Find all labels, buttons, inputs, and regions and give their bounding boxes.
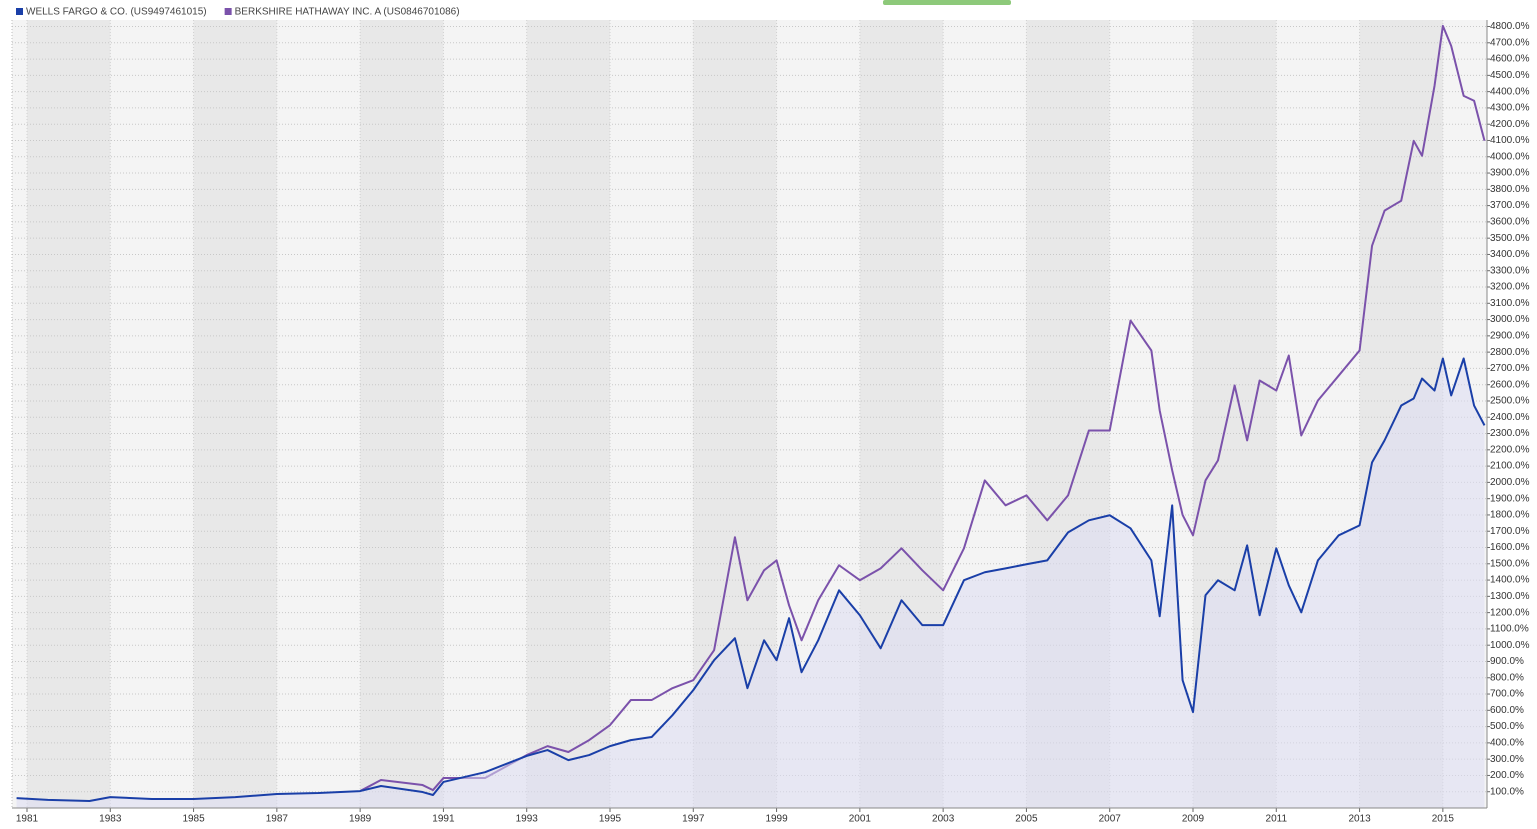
- y-tick-label: 4100.0%: [1490, 135, 1530, 146]
- y-tick-label: 3100.0%: [1490, 298, 1530, 309]
- legend: WELLS FARGO & CO. (US9497461015) BERKSHIR…: [16, 7, 460, 18]
- x-tick-label: 1991: [432, 814, 455, 825]
- band: [526, 20, 610, 808]
- y-tick-label: 3800.0%: [1490, 184, 1530, 195]
- y-tick-label: 500.0%: [1490, 721, 1524, 732]
- band: [26, 20, 111, 808]
- x-tick-label: 1981: [16, 814, 39, 825]
- y-tick-label: 4800.0%: [1490, 21, 1530, 32]
- y-tick-label: 1800.0%: [1490, 510, 1530, 521]
- x-tick-label: 1987: [266, 814, 289, 825]
- y-tick-label: 200.0%: [1490, 770, 1524, 781]
- y-tick-label: 1300.0%: [1490, 591, 1530, 602]
- y-tick-label: 4700.0%: [1490, 37, 1530, 48]
- x-tick-label: 1985: [182, 814, 205, 825]
- y-tick-label: 4000.0%: [1490, 151, 1530, 162]
- legend-swatch: [224, 8, 232, 15]
- y-tick-label: 2100.0%: [1490, 461, 1530, 472]
- marks: [16, 24, 1486, 808]
- legend-label: BERKSHIRE HATHAWAY INC. A (US0846701086): [235, 7, 460, 18]
- y-tick-label: 3000.0%: [1490, 314, 1530, 325]
- series-line: [16, 357, 1486, 802]
- y-tick-label: 4300.0%: [1490, 103, 1530, 114]
- axes: 100.0% 200.0% 300.0% 400.0% 500.0% 600.0% 700.…: [11, 20, 1530, 825]
- y-tick-label: 3900.0%: [1490, 168, 1530, 179]
- x-tick-label: 1997: [682, 814, 705, 825]
- x-tick-label: 2005: [1015, 814, 1038, 825]
- x-tick-label: 1995: [599, 814, 622, 825]
- x-tick-label: 2013: [1348, 814, 1371, 825]
- x-tick-label: 2009: [1182, 814, 1205, 825]
- y-tick-label: 3600.0%: [1490, 217, 1530, 228]
- legend-swatch: [16, 8, 23, 15]
- y-tick-label: 1700.0%: [1490, 526, 1530, 537]
- series-area: [16, 358, 1485, 808]
- band: [360, 20, 444, 808]
- x-tick-label: 1993: [516, 814, 539, 825]
- series-line: [359, 24, 1486, 792]
- y-tick-label: 4400.0%: [1490, 86, 1530, 97]
- y-tick-label: 3500.0%: [1490, 233, 1530, 244]
- y-tick-label: 4200.0%: [1490, 119, 1530, 130]
- y-tick-label: 300.0%: [1490, 754, 1524, 765]
- y-tick-label: 3200.0%: [1490, 282, 1530, 293]
- y-tick-label: 100.0%: [1490, 786, 1524, 797]
- y-tick-label: 1900.0%: [1490, 493, 1530, 504]
- band: [193, 20, 277, 808]
- tab-indicator: [883, 0, 1011, 5]
- y-tick-label: 2600.0%: [1490, 379, 1530, 390]
- x-tick-label: 2015: [1432, 814, 1455, 825]
- x-tick-label: 1999: [765, 814, 788, 825]
- y-tick-label: 2000.0%: [1490, 477, 1530, 488]
- x-tick-label: 2003: [932, 814, 955, 825]
- y-tick-label: 600.0%: [1490, 705, 1524, 716]
- x-tick-label: 1989: [349, 814, 372, 825]
- y-tick-label: 1100.0%: [1490, 624, 1529, 635]
- y-tick-label: 900.0%: [1490, 656, 1524, 667]
- y-tick-label: 1500.0%: [1490, 558, 1530, 569]
- y-tick-label: 2300.0%: [1490, 428, 1530, 439]
- y-tick-label: 2700.0%: [1490, 363, 1530, 374]
- x-tick-label: 2007: [1099, 814, 1122, 825]
- y-tick-label: 400.0%: [1490, 738, 1524, 749]
- y-tick-label: 2900.0%: [1490, 330, 1530, 341]
- y-tick-label: 1000.0%: [1490, 640, 1530, 651]
- y-tick-label: 3400.0%: [1490, 249, 1530, 260]
- y-tick-label: 3700.0%: [1490, 200, 1530, 211]
- y-tick-label: 4500.0%: [1490, 70, 1530, 81]
- y-tick-label: 800.0%: [1490, 672, 1524, 683]
- x-tick-label: 2001: [849, 814, 872, 825]
- y-tick-label: 1200.0%: [1490, 607, 1530, 618]
- y-tick-label: 700.0%: [1490, 689, 1524, 700]
- y-tick-label: 3300.0%: [1490, 265, 1530, 276]
- y-tick-label: 2500.0%: [1490, 396, 1530, 407]
- y-tick-label: 1400.0%: [1490, 575, 1530, 586]
- y-tick-label: 4600.0%: [1490, 54, 1530, 65]
- y-tick-label: 2400.0%: [1490, 412, 1530, 423]
- y-tick-label: 2200.0%: [1490, 444, 1530, 455]
- y-tick-label: 1600.0%: [1490, 542, 1530, 553]
- legend-label: WELLS FARGO & CO. (US9497461015): [26, 7, 207, 18]
- x-tick-label: 1983: [99, 814, 122, 825]
- x-tick-label: 2011: [1266, 814, 1288, 825]
- y-tick-label: 2800.0%: [1490, 347, 1530, 358]
